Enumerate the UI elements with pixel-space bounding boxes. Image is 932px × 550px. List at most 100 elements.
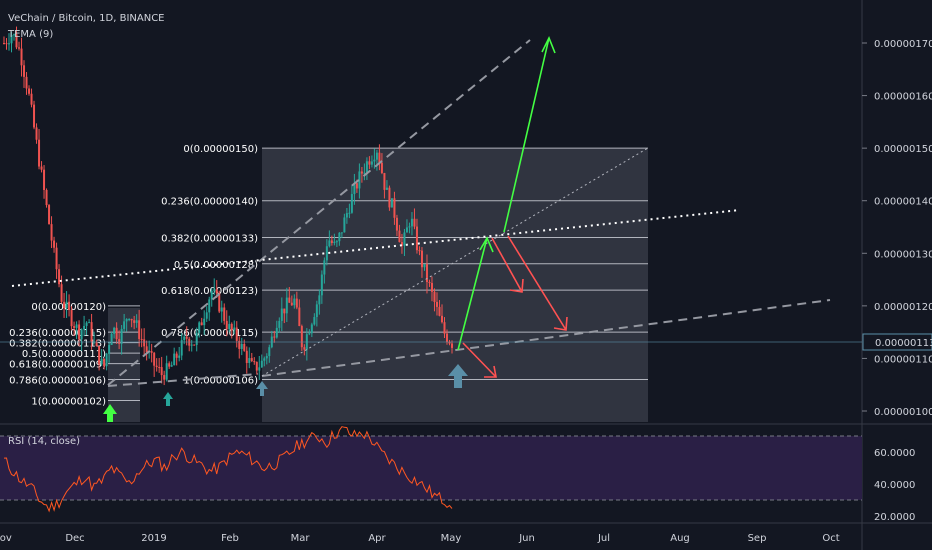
fib-left-level-label: 0.786(0.00000106) — [9, 375, 106, 386]
candle-body — [263, 358, 266, 361]
candle-body — [208, 299, 211, 313]
candle-body — [440, 315, 443, 323]
rsi-line — [3, 426, 453, 513]
x-tick-label: Jun — [518, 533, 535, 544]
rsi-pane[interactable]: 60.0000 40.0000 20.0000 — [0, 426, 915, 523]
candle-body — [110, 333, 113, 346]
candle-body — [258, 367, 261, 371]
candle-body — [260, 360, 263, 368]
candle-body — [165, 363, 168, 380]
fib-right-level-label: 0.236(0.00000140) — [161, 197, 258, 208]
channel-upper-trendline[interactable] — [107, 39, 531, 386]
candle-body — [155, 365, 158, 368]
candle-body — [45, 189, 48, 206]
support-trendline[interactable] — [261, 299, 831, 377]
candle-body — [368, 161, 371, 165]
candle-body — [290, 302, 293, 306]
x-tick-label: Dec — [65, 533, 84, 544]
candle-body — [425, 264, 428, 283]
candle-body — [168, 363, 171, 367]
fib-right-level-label: 0.786(0.00000115) — [161, 328, 258, 339]
candle-body — [413, 218, 416, 227]
candle-body — [365, 161, 368, 173]
candle-body — [63, 301, 66, 309]
candle-body — [108, 345, 111, 354]
price-tag — [862, 333, 932, 351]
candle-body — [245, 350, 248, 363]
candle-body — [415, 226, 418, 251]
candle-body — [448, 341, 451, 344]
arrowhead-down-1 — [484, 365, 497, 378]
candle-body — [13, 34, 16, 36]
candle-body — [135, 320, 138, 323]
fib-right-level-label: 0.618(0.00000123) — [161, 286, 258, 297]
rsi-tick-label: 40.0000 — [874, 480, 915, 491]
candle-body — [75, 324, 78, 328]
price-axis[interactable]: 0.00000170 0.00000160 0.00000150 0.00000140… — [862, 39, 932, 418]
candle-body — [380, 162, 383, 174]
indicator-label[interactable]: TEMA (9) — [7, 29, 53, 40]
candle-body — [295, 298, 298, 308]
candle-body — [330, 240, 333, 244]
y-tick-label: 0.00000100 — [874, 407, 932, 418]
candle-body — [153, 352, 156, 366]
candle-body — [185, 336, 188, 339]
rsi-label[interactable]: RSI (14, close) — [8, 436, 80, 447]
candle-body — [203, 318, 206, 326]
arrowhead-up-2 — [541, 36, 556, 54]
price-pane[interactable]: 0(0.00000150) 0.236(0.00000140) 0.382(0.00… — [3, 26, 831, 422]
candle-body — [250, 358, 253, 362]
candle-body — [95, 341, 98, 347]
x-tick-label: Apr — [368, 533, 386, 544]
candle-body — [25, 76, 28, 89]
candle-body — [390, 198, 393, 208]
candle-body — [343, 217, 346, 233]
candle-body — [353, 183, 356, 195]
candle-body — [43, 169, 46, 190]
candle-body — [5, 43, 8, 45]
x-tick-label: Jul — [597, 533, 610, 544]
candle-body — [35, 127, 38, 140]
rsi-tick-label: 20.0000 — [874, 512, 915, 523]
candle-body — [300, 326, 303, 348]
fib-right-level-label: 0.382(0.00000133) — [161, 234, 258, 245]
candle-body — [198, 322, 201, 333]
candle-body — [283, 308, 286, 314]
candle-body — [273, 336, 276, 338]
candle-body — [40, 166, 43, 170]
candle-body — [338, 232, 341, 242]
marker-up-icon — [448, 364, 468, 388]
candle-body — [130, 319, 133, 321]
candle-body — [420, 250, 423, 268]
candle-body — [158, 367, 161, 369]
y-tick-label: 0.00000140 — [874, 197, 932, 208]
candle-body — [268, 347, 271, 357]
projection-arrows[interactable] — [457, 36, 568, 378]
support-trendline-left[interactable] — [107, 373, 259, 387]
candle-body — [133, 320, 136, 323]
resistance-dotted-line[interactable] — [11, 209, 741, 287]
candle-body — [430, 282, 433, 292]
arrow-up-2 — [503, 37, 550, 233]
chart-title: VeChain / Bitcoin, 1D, BINANCE — [8, 13, 165, 24]
candle-body — [280, 308, 283, 321]
candle-body — [433, 291, 436, 302]
candle-body — [265, 356, 268, 359]
candle-body — [445, 333, 448, 342]
time-axis[interactable]: Nov Dec 2019 Feb Mar Apr May Jun Jul Aug Sep Oct — [0, 533, 840, 544]
candle-body — [388, 187, 391, 208]
candle-body — [288, 297, 291, 303]
candle-body — [383, 173, 386, 190]
candle-body — [20, 48, 23, 66]
candle-body — [363, 172, 366, 174]
candle-body — [233, 327, 236, 331]
x-tick-label: Oct — [822, 533, 839, 544]
candle-body — [123, 321, 126, 329]
candle-body — [68, 301, 71, 311]
candle-body — [145, 346, 148, 353]
candle-body — [225, 320, 228, 330]
arrow-down-1 — [462, 342, 497, 378]
y-tick-label: 0.00000120 — [874, 302, 932, 313]
candle-body — [85, 322, 88, 326]
